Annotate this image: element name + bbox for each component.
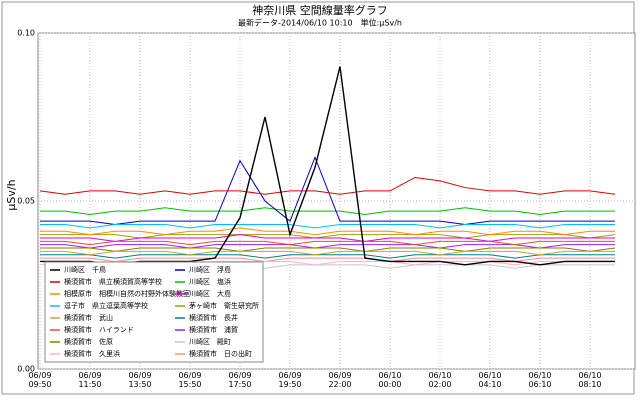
legend-label: 横須賀市 日の出町 bbox=[189, 349, 252, 358]
x-tick-label: 06/09 15:50 bbox=[178, 371, 202, 389]
series-line bbox=[40, 207, 615, 215]
chart-title: 神奈川県 空間線量率グラフ bbox=[252, 3, 388, 17]
legend-label: 横須賀市 県立横須賀高等学校 bbox=[64, 277, 162, 286]
series-line bbox=[40, 227, 615, 236]
x-tick-label: 06/10 02:00 bbox=[428, 371, 452, 389]
legend-label: 川崎区 殿町 bbox=[189, 337, 231, 346]
series-line bbox=[40, 247, 616, 252]
x-tick-label: 06/10 00:00 bbox=[378, 371, 402, 389]
y-tick-label: 0.10 bbox=[17, 29, 35, 38]
legend-label: 川崎区 大島 bbox=[189, 289, 231, 298]
y-axis-label: μSv/h bbox=[5, 179, 18, 210]
x-tick-label: 06/09 22:00 bbox=[328, 371, 352, 389]
x-tick-label: 06/09 13:50 bbox=[128, 371, 152, 389]
x-tick-label: 06/09 19:50 bbox=[278, 371, 302, 389]
x-tick-label: 06/09 11:50 bbox=[78, 371, 102, 389]
legend-label: 横須賀市 久里浜 bbox=[64, 349, 120, 358]
series-line bbox=[40, 224, 615, 229]
legend-label: 横須賀市 ハイランド bbox=[64, 325, 134, 334]
x-tick-label: 06/09 09:50 bbox=[28, 371, 52, 389]
series-line bbox=[40, 240, 615, 246]
y-tick-label: 0.05 bbox=[17, 197, 35, 206]
legend-label: 川崎区 浮島 bbox=[189, 265, 231, 274]
series-line bbox=[40, 234, 615, 242]
legend-label: 川崎区 塩浜 bbox=[189, 277, 231, 286]
legend-label: 横須賀市 佐原 bbox=[64, 337, 113, 346]
legend-label: 横須賀市 武山 bbox=[64, 313, 113, 322]
series-line bbox=[40, 250, 615, 256]
y-tick-label: 0.00 bbox=[17, 365, 35, 374]
x-tick-label: 06/10 08:10 bbox=[578, 371, 602, 389]
x-tick-label: 06/09 17:50 bbox=[228, 371, 252, 389]
series-line bbox=[40, 257, 615, 262]
series-line bbox=[40, 254, 615, 259]
legend-box bbox=[44, 261, 264, 363]
x-tick-label: 06/10 04:10 bbox=[478, 371, 502, 389]
series-line bbox=[40, 155, 615, 226]
legend-label: 相模原市 相模川自然の村野外体験教室 bbox=[64, 289, 190, 298]
chart-subtitle: 最新データ-2014/06/10 10:10 単位:μSv/h bbox=[238, 18, 402, 28]
legend-label: 横須賀市 長井 bbox=[189, 313, 238, 322]
legend-label: 茅ヶ崎市 衛生研究所 bbox=[189, 301, 259, 310]
x-tick-label: 06/10 06:10 bbox=[528, 371, 552, 389]
series-line bbox=[40, 244, 615, 249]
legend-label: 川崎区 千鳥 bbox=[64, 265, 106, 274]
legend-label: 横須賀市 浦賀 bbox=[189, 325, 238, 334]
series-line bbox=[39, 176, 616, 195]
series-line bbox=[40, 234, 616, 239]
legend-label: 逗子市 県立逗葉高等学校 bbox=[64, 301, 148, 310]
